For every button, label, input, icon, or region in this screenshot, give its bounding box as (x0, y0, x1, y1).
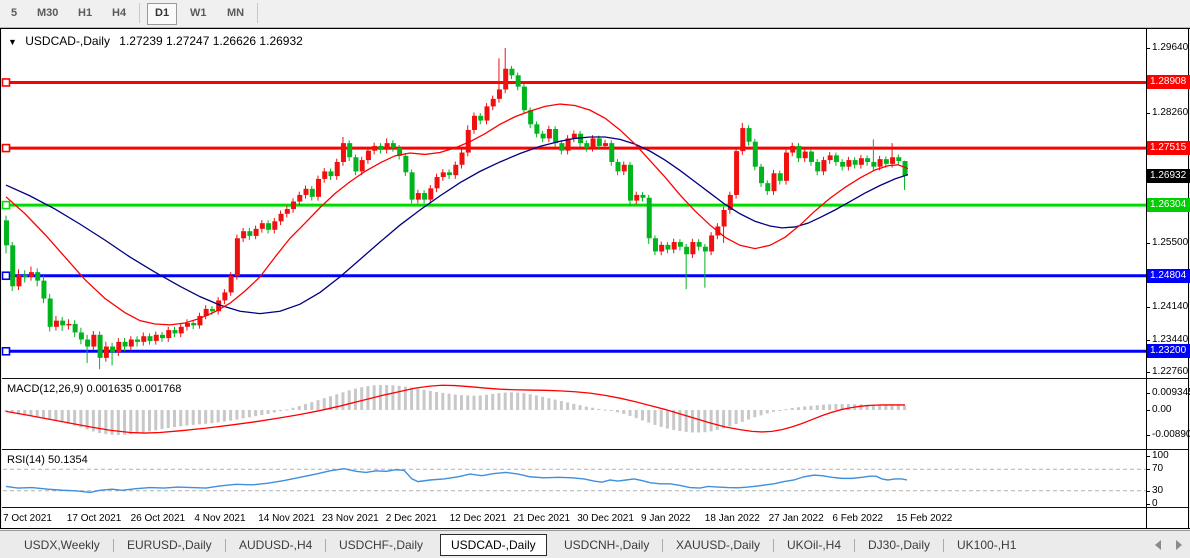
tick-mark (1146, 307, 1150, 308)
rsi-value: 50.1354 (47, 454, 88, 466)
date-tick: 6 Feb 2022 (832, 513, 883, 524)
macd-main-value: 0.001635 (86, 383, 133, 395)
tick-mark (1146, 490, 1150, 492)
tick-mark (1146, 371, 1150, 373)
date-tick: 7 Oct 2021 (3, 513, 52, 524)
hline-price-label-1.24804: 1.24804 (1147, 268, 1190, 283)
tab-eurusd-daily[interactable]: EURUSD-,Daily (127, 538, 212, 552)
tab-dj30-daily[interactable]: DJ30-,Daily (868, 538, 931, 552)
tab-audusd-h4[interactable]: AUDUSD-,H4 (239, 538, 313, 552)
date-axis (2, 510, 1188, 528)
tab-uk100-h1[interactable]: UK100-,H1 (957, 538, 1017, 552)
tick-mark (1146, 456, 1150, 457)
date-tick: 4 Nov 2021 (194, 513, 246, 524)
tab-ukoil-h4[interactable]: UKOil-,H4 (787, 538, 842, 552)
rsi-tick-30: 30 (1152, 484, 1164, 496)
date-tick: 27 Jan 2022 (768, 513, 824, 524)
symbol-tabbar: USDX,Weekly EURUSD-,Daily AUDUSD-,H4 USDCHF… (0, 530, 1190, 558)
tab-separator (662, 539, 663, 552)
macd-tick-0.00: 0.00 (1152, 404, 1172, 415)
date-tick: 23 Nov 2021 (322, 513, 379, 524)
rsi-tick-0: 0 (1152, 498, 1158, 509)
tab-usdchf-daily[interactable]: USDCHF-,Daily (339, 538, 423, 552)
tick-mark (1146, 504, 1150, 505)
toolbar-separator (257, 3, 258, 23)
timeframe-button-w1[interactable]: W1 (190, 7, 207, 19)
timeframe-button-d1[interactable]: D1 (147, 3, 178, 25)
tab-xauusd-daily[interactable]: XAUUSD-,Daily (676, 538, 761, 552)
timeframe-button-h1[interactable]: H1 (78, 7, 93, 19)
tab-separator (773, 539, 774, 552)
date-tick: 21 Dec 2021 (513, 513, 571, 524)
tick-mark (1146, 435, 1150, 436)
tick-mark (1146, 393, 1150, 394)
rsi-panel[interactable] (2, 452, 1188, 507)
price-tick-1.24140: 1.24140 (1152, 301, 1189, 312)
tabs-scroll-left-icon[interactable] (1155, 540, 1161, 550)
rsi-name: RSI(14) (7, 454, 45, 466)
date-tick: 14 Nov 2021 (258, 513, 315, 524)
tab-usdcnh-daily[interactable]: USDCNH-,Daily (564, 538, 650, 552)
chart-symbol-label: USDCAD-,Daily (25, 34, 110, 48)
chevron-down-icon[interactable]: ▼ (8, 37, 17, 47)
tab-separator (225, 539, 226, 552)
macd-name: MACD(12,26,9) (7, 383, 84, 395)
price-tick-1.22760: 1.22760 (1152, 365, 1189, 377)
hline-price-label-1.26304: 1.26304 (1147, 198, 1190, 213)
price-tick-1.29640: 1.29640 (1152, 42, 1189, 53)
macd-label: MACD(12,26,9) 0.001635 0.001768 (7, 383, 181, 395)
hline-price-label-1.27515: 1.27515 (1147, 141, 1190, 156)
macd-tick-0.009345: 0.009345 (1152, 387, 1190, 398)
rsi-label: RSI(14) 50.1354 (7, 454, 88, 466)
date-tick: 9 Jan 2022 (641, 513, 691, 524)
tab-usdcad-daily[interactable]: USDCAD-,Daily (440, 534, 547, 556)
timeframe-button-m30[interactable]: M30 (37, 7, 59, 19)
window-border-bottom (0, 528, 1190, 529)
timeframe-button-h4[interactable]: H4 (112, 7, 127, 19)
tab-separator (113, 539, 114, 552)
timeframe-toolbar: 5 M30 H1 H4 D1 W1 MN (0, 0, 1190, 28)
tab-separator (325, 539, 326, 552)
hline-price-label-1.23200: 1.23200 (1147, 344, 1190, 359)
window-border-top (0, 28, 1190, 29)
price-tick-1.25500: 1.25500 (1152, 236, 1189, 248)
date-tick: 12 Dec 2021 (449, 513, 507, 524)
chart-ohlc-values: 1.27239 1.27247 1.26626 1.26932 (119, 34, 303, 48)
rsi-tick-70: 70 (1152, 463, 1164, 475)
toolbar-separator (139, 3, 140, 23)
tick-mark (1146, 48, 1150, 49)
tick-mark (1146, 339, 1150, 341)
current-price-label: 1.26932 (1147, 168, 1190, 183)
tabs-scroll-right-icon[interactable] (1176, 540, 1182, 550)
tab-separator (943, 539, 944, 552)
hline-price-label-1.28908: 1.28908 (1147, 75, 1190, 90)
macd-signal-value: 0.001768 (135, 383, 182, 395)
timeframe-button-5[interactable]: 5 (11, 7, 18, 19)
rsi-tick-100: 100 (1152, 450, 1169, 461)
price-tick-1.23440: 1.23440 (1152, 333, 1189, 345)
tick-mark (1146, 469, 1150, 471)
window-border-left (0, 28, 1, 529)
timeframe-button-mn[interactable]: MN (227, 7, 245, 19)
tab-separator (854, 539, 855, 552)
date-tick: 15 Feb 2022 (896, 513, 953, 524)
price-axis-separator (1146, 29, 1147, 528)
date-tick: 2 Dec 2021 (385, 513, 437, 524)
tick-mark (1146, 242, 1150, 244)
date-tick: 26 Oct 2021 (130, 513, 186, 524)
chart-title: ▼ USDCAD-,Daily 1.27239 1.27247 1.26626 … (8, 34, 303, 48)
tab-usdx-weekly[interactable]: USDX,Weekly (24, 538, 100, 552)
macd-tick--0.00890: -0.00890 (1152, 429, 1190, 440)
tick-mark (1146, 112, 1150, 114)
tick-mark (1146, 410, 1150, 411)
date-tick: 17 Oct 2021 (66, 513, 122, 524)
date-tick: 18 Jan 2022 (704, 513, 760, 524)
price-tick-1.28260: 1.28260 (1152, 106, 1189, 118)
date-tick: 30 Dec 2021 (577, 513, 634, 524)
price-panel[interactable] (2, 29, 1188, 378)
